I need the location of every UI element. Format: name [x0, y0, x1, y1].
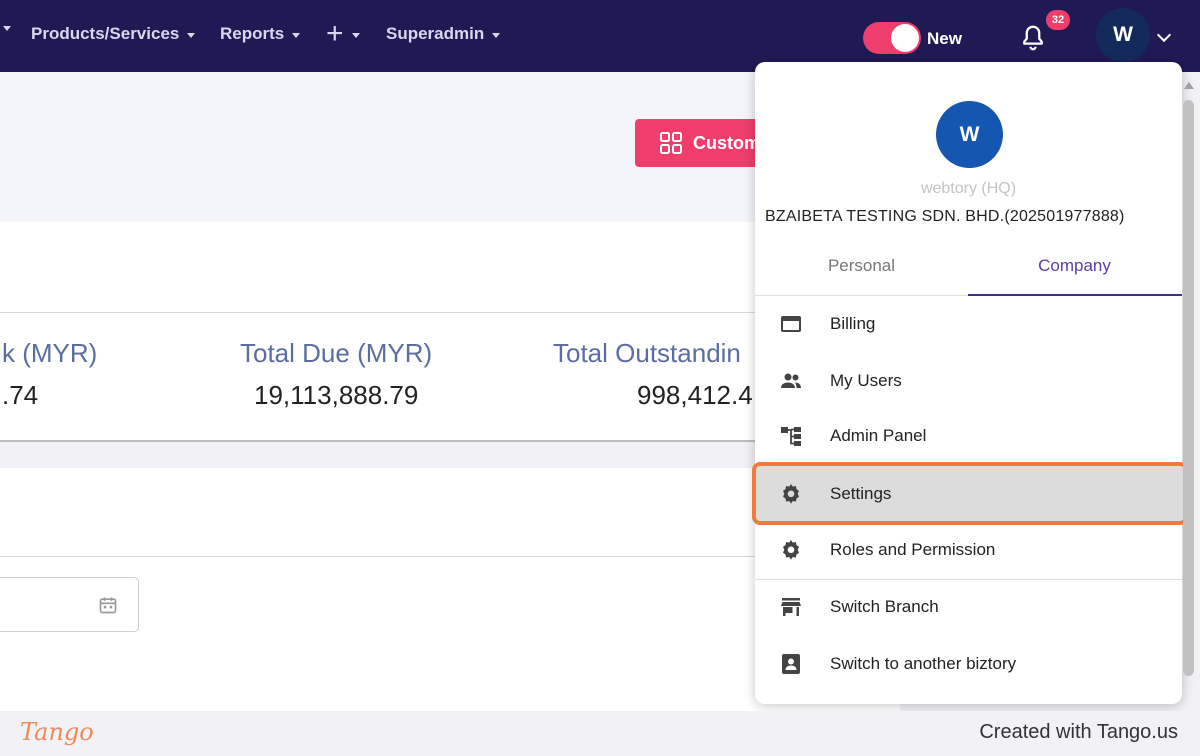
chevron-down-icon: [351, 32, 360, 38]
contact-card-icon: [782, 654, 800, 674]
tutorial-highlight-box: [752, 462, 1188, 525]
footer-credit: Created with Tango.us: [979, 721, 1178, 743]
divider: [0, 440, 900, 442]
tango-logo: Tango: [20, 718, 94, 746]
grid-icon: [660, 132, 682, 154]
divider: [0, 312, 900, 313]
menu-item-label: Switch Branch: [830, 597, 939, 616]
stat-label: Total Due (MYR): [240, 338, 433, 368]
menu-item-label: Roles and Permission: [830, 540, 996, 559]
nav-products-services[interactable]: Products/Services: [31, 24, 196, 44]
nav-reports-label: Reports: [220, 24, 285, 43]
menu-item-switch-biztory[interactable]: Switch to another biztory: [755, 636, 1182, 692]
stat-value: .74: [2, 380, 39, 410]
menu-item-settings[interactable]: Settings: [755, 466, 1182, 522]
menu-item-roles-permission[interactable]: Roles and Permission: [755, 522, 1182, 578]
menu-item-label: My Users: [830, 371, 902, 390]
nav-add-menu[interactable]: +: [326, 17, 360, 50]
user-avatar[interactable]: W: [1096, 8, 1150, 62]
dropdown-avatar: W: [936, 101, 1003, 168]
menu-divider: [755, 579, 1182, 580]
nav-products-services-label: Products/Services: [31, 24, 180, 43]
dropdown-user-name: webtory (HQ): [920, 180, 1017, 197]
gear-icon: [783, 484, 799, 504]
menu-item-label: Admin Panel: [830, 426, 927, 445]
nav-prev-caret[interactable]: [3, 24, 11, 31]
chevron-down-icon: [492, 32, 501, 38]
hierarchy-icon: [781, 427, 801, 446]
nav-reports[interactable]: Reports: [220, 24, 301, 44]
menu-item-label: Switch to another biztory: [830, 654, 1017, 673]
stat-label: Total Outstandin: [553, 338, 741, 368]
users-icon: [781, 373, 801, 388]
scrollbar-thumb[interactable]: [1183, 100, 1194, 676]
tab-company[interactable]: Company: [1038, 256, 1111, 275]
top-navbar: [0, 0, 1200, 72]
notification-badge: 32: [1046, 10, 1070, 30]
toggle-knob: [891, 24, 919, 52]
summary-card: [0, 222, 900, 440]
nav-superadmin-label: Superadmin: [386, 24, 485, 43]
stat-label: k (MYR): [2, 338, 98, 368]
menu-item-admin-panel[interactable]: Admin Panel: [755, 408, 1182, 464]
divider: [0, 556, 900, 557]
section-gap: [0, 442, 900, 468]
chevron-down-icon: [187, 32, 196, 38]
calendar-icon[interactable]: [98, 595, 118, 615]
tab-personal[interactable]: Personal: [827, 256, 896, 275]
new-ui-toggle[interactable]: [863, 22, 921, 54]
tab-active-indicator: [968, 294, 1182, 296]
chevron-down-icon: [292, 32, 301, 38]
menu-item-label: Billing: [830, 314, 876, 333]
scroll-up-arrow-icon[interactable]: [1184, 82, 1194, 89]
customize-button-label: Custom: [693, 132, 760, 153]
credit-card-icon: [781, 316, 801, 332]
menu-item-my-users[interactable]: My Users: [755, 353, 1182, 409]
plus-icon: +: [326, 17, 344, 50]
toggle-label: New: [927, 29, 962, 48]
date-input[interactable]: [0, 577, 139, 632]
bell-icon[interactable]: [1018, 22, 1048, 54]
menu-item-billing[interactable]: Billing: [755, 296, 1182, 352]
store-icon: [781, 598, 801, 616]
stat-value: 998,412.4: [637, 380, 753, 410]
stat-value: 19,113,888.79: [254, 380, 419, 410]
menu-item-label: Settings: [830, 484, 892, 503]
profile-dropdown: W webtory (HQ) BZAIBETA TESTING SDN. BHD…: [755, 62, 1182, 704]
menu-item-switch-branch[interactable]: Switch Branch: [755, 579, 1182, 635]
filter-card: [0, 468, 900, 711]
nav-superadmin[interactable]: Superadmin: [386, 24, 501, 44]
dropdown-company-name: BZAIBETA TESTING SDN. BHD.(202501977888): [765, 208, 1125, 225]
gear-icon: [783, 540, 799, 560]
footer-bar: [0, 711, 1200, 756]
